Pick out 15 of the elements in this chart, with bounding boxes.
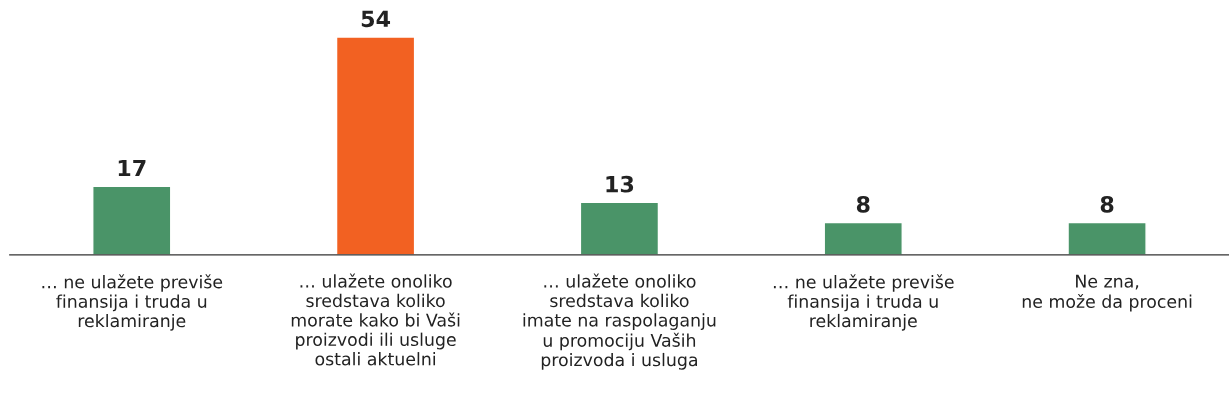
bar (823, 221, 903, 255)
x-tick-label: Ne zna, ne može da proceni (1022, 274, 1192, 312)
x-tick-label: … ne ulažete previše finansija i truda u reklamiranje (42, 274, 223, 331)
bar (1067, 221, 1147, 255)
data-label: 8 (856, 195, 870, 213)
bar (92, 185, 172, 255)
data-label: 54 (361, 10, 391, 28)
data-label: 13 (606, 175, 634, 193)
x-tick-label: … ulažete onoliko sredstava koliko morate kako bi Vaši proizvodi ili usluge ostali aktuelni (291, 273, 460, 366)
x-tick-label: … ne ulažete previše finansija i truda u reklamiranje (773, 274, 954, 331)
bar (335, 36, 416, 255)
data-label: 17 (118, 159, 146, 177)
data-label: 8 (1100, 195, 1114, 213)
bar (579, 201, 660, 255)
x-tick-label: … ulažete onoliko sredstava koliko imate na raspolaganju u promociju Vaših proizvoda i usluga (523, 273, 716, 370)
